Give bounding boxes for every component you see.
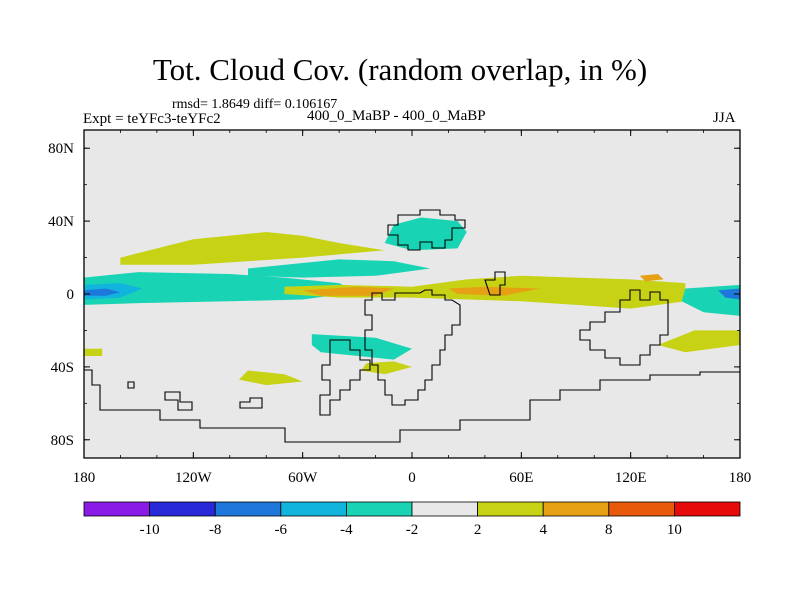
colorbar-label: -2 bbox=[406, 522, 419, 538]
colorbar-swatch bbox=[674, 501, 741, 517]
africa-outline bbox=[364, 289, 461, 406]
colorbar-swatch bbox=[477, 501, 544, 517]
colorbar-label: 4 bbox=[539, 522, 547, 538]
colorbar-label: -8 bbox=[209, 522, 222, 538]
x-tick-label: 180 bbox=[729, 470, 752, 486]
colorbar-label: -6 bbox=[275, 522, 288, 538]
island-outline bbox=[239, 397, 263, 409]
y-tick-label: 0 bbox=[67, 287, 75, 303]
rmsd-diff-label: rmsd= 1.8649 diff= 0.106167 bbox=[172, 97, 338, 112]
contour-region bbox=[384, 217, 467, 251]
contour-region bbox=[639, 274, 664, 282]
colorbar-label: 8 bbox=[605, 522, 613, 538]
x-tick-label: 60W bbox=[288, 470, 318, 486]
x-tick-label: 120W bbox=[175, 470, 213, 486]
axis-ticks: 180 120W 60W 0 60E 120E 180 80N 40N 0 40S 80S bbox=[48, 130, 751, 486]
contour-region bbox=[718, 288, 740, 300]
continent-outline-layer bbox=[84, 209, 740, 443]
contour-region bbox=[84, 348, 103, 356]
y-tick-label: 40S bbox=[51, 360, 74, 376]
y-tick-label: 40N bbox=[48, 214, 74, 230]
contour-fill-layer bbox=[84, 130, 740, 458]
colorbar-swatch bbox=[608, 501, 675, 517]
x-tick-label: 120E bbox=[615, 470, 647, 486]
colorbar-label: 10 bbox=[667, 522, 682, 538]
colorbar-swatch bbox=[280, 501, 347, 517]
colorbar-swatch bbox=[411, 501, 478, 517]
contour-region bbox=[120, 232, 385, 265]
plot-title: Tot. Cloud Cov. (random overlap, in %) bbox=[152, 52, 648, 87]
colorbar-swatch bbox=[542, 501, 610, 517]
contour-region bbox=[84, 288, 121, 296]
colorbar: -10 -8 -6 -4 -2 2 4 8 10 bbox=[83, 501, 741, 538]
colorbar-label: 2 bbox=[474, 522, 482, 538]
y-tick-label: 80S bbox=[51, 433, 74, 449]
south-america-outline bbox=[319, 339, 371, 416]
europe-outline bbox=[387, 209, 466, 251]
contour-region bbox=[658, 330, 740, 353]
island-outline bbox=[164, 391, 193, 411]
colorbar-swatch bbox=[214, 501, 282, 517]
colorbar-swatch bbox=[83, 501, 150, 517]
x-tick-label: 0 bbox=[408, 470, 416, 486]
island-outline bbox=[127, 381, 135, 389]
colorbar-swatch bbox=[345, 501, 413, 517]
australia-outline bbox=[579, 289, 669, 366]
contour-region bbox=[84, 272, 358, 305]
contour-region bbox=[448, 286, 540, 296]
x-tick-label: 180 bbox=[73, 470, 96, 486]
asia-outline bbox=[484, 271, 506, 296]
season-label: JJA bbox=[713, 110, 736, 126]
experiment-label: Expt = teYFc3-teYFc2 bbox=[83, 111, 221, 127]
y-tick-label: 80N bbox=[48, 141, 74, 157]
colorbar-label: -4 bbox=[340, 522, 353, 538]
colorbar-label: -10 bbox=[140, 522, 160, 538]
contour-region bbox=[302, 286, 394, 296]
contour-region bbox=[248, 259, 431, 278]
period-label: 400_0_MaBP - 400_0_MaBP bbox=[307, 108, 486, 124]
contour-region bbox=[238, 370, 303, 386]
colorbar-swatch bbox=[149, 501, 216, 517]
x-tick-label: 60E bbox=[509, 470, 533, 486]
antarctica-outline bbox=[84, 369, 740, 443]
